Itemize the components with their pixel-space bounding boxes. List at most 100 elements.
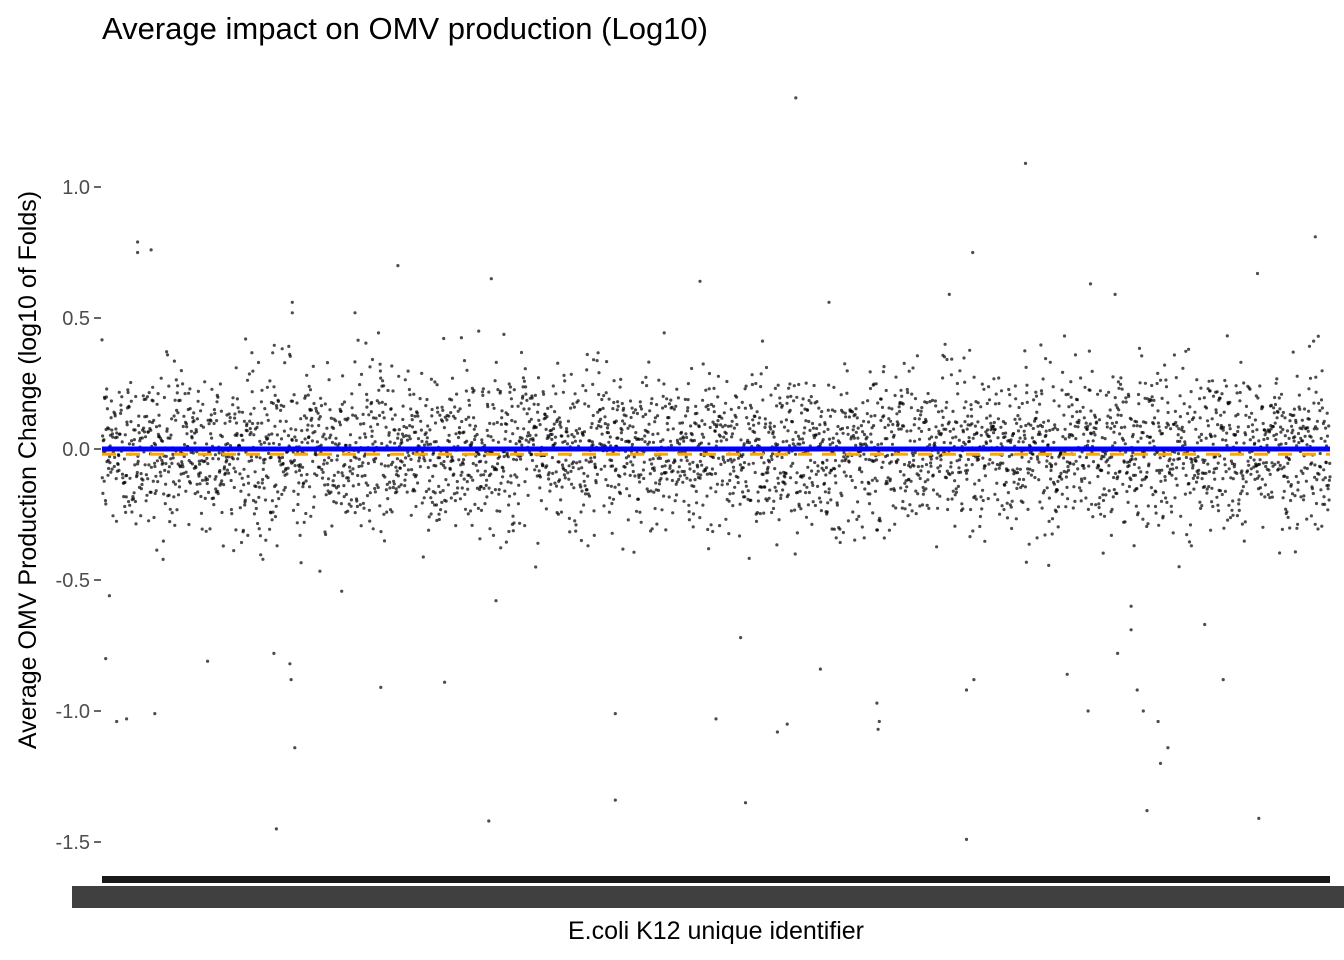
data-point	[378, 414, 381, 417]
data-point	[260, 389, 263, 392]
data-point	[910, 406, 913, 409]
data-point	[230, 508, 233, 511]
data-point	[909, 439, 912, 442]
data-point	[513, 388, 516, 391]
data-point	[953, 525, 956, 528]
data-point	[506, 452, 509, 455]
data-point	[886, 482, 889, 485]
data-point	[1023, 430, 1026, 433]
data-point	[722, 455, 725, 458]
data-point	[318, 570, 321, 573]
data-point	[969, 403, 972, 406]
data-point	[1175, 376, 1178, 379]
data-point	[251, 422, 254, 425]
data-point	[739, 636, 742, 639]
data-point	[426, 436, 429, 439]
data-point	[520, 351, 523, 354]
data-point	[1216, 390, 1219, 393]
data-point	[1116, 475, 1119, 478]
data-point	[696, 465, 699, 468]
data-point	[1253, 442, 1256, 445]
data-point	[250, 351, 253, 354]
data-point	[501, 466, 504, 469]
data-point	[558, 478, 561, 481]
data-point	[827, 384, 830, 387]
data-point	[903, 362, 906, 365]
data-point	[1105, 394, 1108, 397]
data-point	[403, 484, 406, 487]
data-point	[1112, 476, 1115, 479]
data-point	[661, 465, 664, 468]
data-point	[997, 417, 1000, 420]
data-point	[806, 409, 809, 412]
data-point	[1075, 410, 1078, 413]
data-point	[813, 461, 816, 464]
data-point	[487, 434, 490, 437]
data-point	[1245, 480, 1248, 483]
data-point	[707, 408, 710, 411]
data-point	[751, 418, 754, 421]
data-point	[479, 460, 482, 463]
data-point	[1247, 460, 1250, 463]
data-point	[844, 415, 847, 418]
data-point	[621, 402, 624, 405]
data-point	[238, 410, 241, 413]
data-point	[970, 422, 973, 425]
data-point	[1287, 480, 1290, 483]
data-point	[523, 524, 526, 527]
data-point	[366, 399, 369, 402]
data-point	[625, 414, 628, 417]
data-point	[1251, 430, 1254, 433]
data-point	[117, 463, 120, 466]
data-point	[981, 457, 984, 460]
data-point	[1154, 490, 1157, 493]
y-tick-label: -1.0	[56, 701, 90, 723]
data-point	[700, 464, 703, 467]
data-point	[1281, 528, 1284, 531]
data-point	[401, 460, 404, 463]
data-point	[387, 464, 390, 467]
data-point	[1164, 479, 1167, 482]
data-point	[1315, 502, 1318, 505]
data-point	[220, 511, 223, 514]
data-point	[1316, 427, 1319, 430]
data-point	[339, 410, 342, 413]
data-point	[1224, 439, 1227, 442]
data-point	[291, 400, 294, 403]
data-point	[124, 511, 127, 514]
data-point	[128, 477, 131, 480]
data-point	[472, 416, 475, 419]
data-point	[610, 502, 613, 505]
data-point	[238, 472, 241, 475]
data-point	[1113, 488, 1116, 491]
data-point	[937, 410, 940, 413]
data-point	[577, 467, 580, 470]
data-point	[609, 435, 612, 438]
data-point	[579, 485, 582, 488]
data-point	[311, 460, 314, 463]
data-point	[712, 387, 715, 390]
data-point	[1062, 456, 1065, 459]
data-point	[447, 483, 450, 486]
data-point	[687, 398, 690, 401]
data-point	[1166, 401, 1169, 404]
data-point	[180, 369, 183, 372]
data-point	[358, 436, 361, 439]
data-point	[631, 407, 634, 410]
data-point	[1115, 421, 1118, 424]
data-point	[335, 501, 338, 504]
data-point	[296, 521, 299, 524]
data-point	[846, 369, 849, 372]
data-point	[505, 423, 508, 426]
data-point	[294, 428, 297, 431]
data-point	[806, 466, 809, 469]
data-point	[388, 486, 391, 489]
data-point	[673, 460, 676, 463]
data-point	[274, 483, 277, 486]
data-point	[747, 422, 750, 425]
data-point	[1251, 423, 1254, 426]
data-point	[271, 351, 274, 354]
data-point	[1327, 487, 1330, 490]
data-point	[1219, 414, 1222, 417]
